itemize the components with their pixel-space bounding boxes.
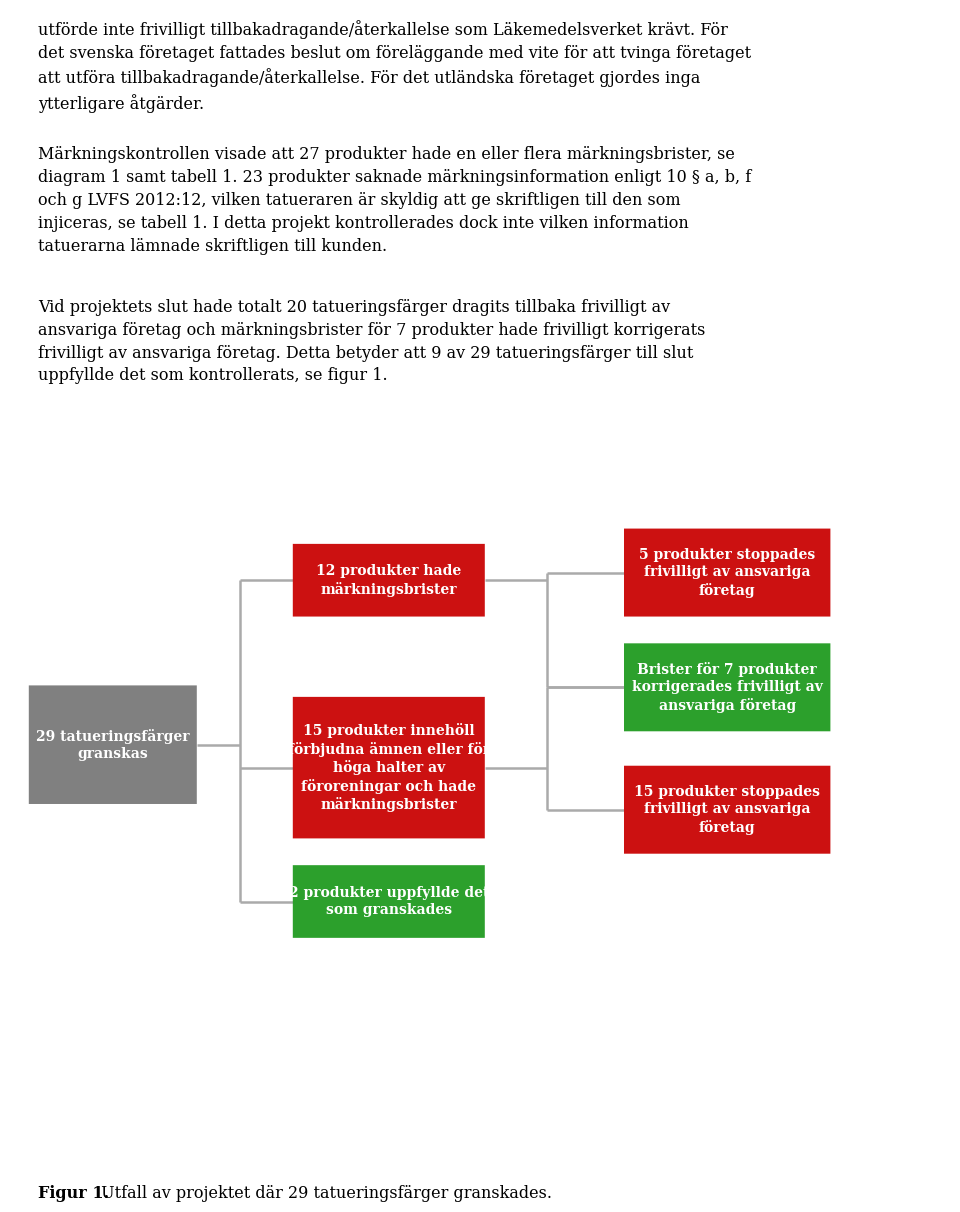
Text: 15 produkter stoppades
frivilligt av ansvariga
företag: 15 produkter stoppades frivilligt av ans… [635, 784, 820, 835]
Text: 29 tatueringsfärger
granskas: 29 tatueringsfärger granskas [36, 728, 189, 761]
FancyBboxPatch shape [624, 528, 830, 617]
FancyBboxPatch shape [29, 686, 197, 804]
Text: Vid projektets slut hade totalt 20 tatueringsfärger dragits tillbaka frivilligt : Vid projektets slut hade totalt 20 tatue… [38, 299, 706, 384]
Text: 2 produkter uppfyllde det
som granskades: 2 produkter uppfyllde det som granskades [289, 886, 489, 917]
FancyBboxPatch shape [624, 766, 830, 853]
Text: Märkningskontrollen visade att 27 produkter hade en eller flera märkningsbrister: Märkningskontrollen visade att 27 produk… [38, 147, 752, 255]
Text: 15 produkter innehöll
förbjudna ämnen eller för
höga halter av
föroreningar och : 15 produkter innehöll förbjudna ämnen el… [288, 722, 490, 812]
FancyBboxPatch shape [293, 544, 485, 617]
Text: Utfall av projektet där 29 tatueringsfärger granskades.: Utfall av projektet där 29 tatueringsfär… [96, 1185, 552, 1202]
FancyBboxPatch shape [293, 865, 485, 938]
FancyBboxPatch shape [624, 644, 830, 731]
Text: utförde inte frivilligt tillbakadragande/återkallelse som Läkemedelsverket krävt: utförde inte frivilligt tillbakadragande… [38, 21, 751, 113]
Text: Figur 1.: Figur 1. [38, 1185, 109, 1202]
Text: Brister för 7 produkter
korrigerades frivilligt av
ansvariga företag: Brister för 7 produkter korrigerades fri… [632, 662, 823, 713]
Text: 12 produkter hade
märkningsbrister: 12 produkter hade märkningsbrister [316, 564, 462, 596]
FancyBboxPatch shape [293, 697, 485, 839]
Text: 5 produkter stoppades
frivilligt av ansvariga
företag: 5 produkter stoppades frivilligt av ansv… [639, 548, 815, 598]
